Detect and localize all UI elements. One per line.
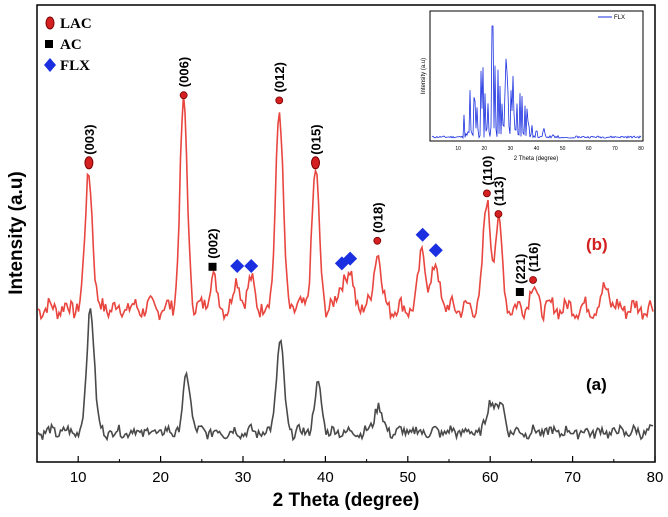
inset-y-axis-label: Intensity (a.u) [421,58,427,94]
lac-marker [179,91,188,100]
legend-ac-label: AC [60,37,82,53]
x-tick-label: 60 [482,469,499,486]
curve-a-line [37,308,654,442]
legend-lac-marker [45,16,55,30]
peak-label: (003) [82,124,97,154]
lac-marker [494,210,503,218]
peak-label: (015) [309,124,324,154]
x-tick-label: 70 [564,469,581,486]
lac-marker [84,156,94,170]
flx-marker [415,227,430,242]
plot-frame [36,4,656,463]
lac-marker [529,276,537,284]
peak-annotations: (003) (006) (002) (012) (015) (018) (110)(113)… [82,57,541,296]
curve-label-a: (a) [586,375,607,394]
inset-curve [431,25,642,140]
inset-spectrum-line [431,25,642,140]
inset-x-tick-label: 50 [560,146,566,152]
y-axis-label: Intensity (a.u) [6,171,27,295]
lac-marker [311,156,321,170]
lac-marker [483,189,491,198]
flx-marker [244,258,259,273]
legend: LAC AC FLX [44,16,92,74]
x-tick-label: 10 [70,469,87,486]
curves [37,94,654,442]
inset-x-tick-label: 10 [455,146,461,152]
peak-label: (110) [480,156,495,186]
inset-x-ticks: 10 20 30 40 50 60 70 80 [455,146,644,152]
lac-marker [275,96,284,105]
ac-marker [515,288,524,296]
inset-x-tick-label: 20 [481,146,487,152]
inset-legend-label: FLX [614,15,625,21]
x-tick-label: 50 [399,469,416,486]
curve-label-b: (b) [586,235,608,254]
peak-label: (006) [177,57,192,87]
inset-frame [429,10,644,142]
legend-flx-marker [44,58,56,72]
inset-x-axis-label: 2 Theta (degree) [514,156,559,162]
x-tick-label: 40 [317,469,334,486]
flx-marker [428,243,443,258]
peak-label: (113) [491,176,506,206]
legend-ac-marker [45,40,53,48]
curve-b-line [37,94,654,323]
lac-marker [373,236,382,245]
flx-marker [230,258,245,273]
inset-x-tick-label: 40 [534,146,540,152]
inset-chart: 10 20 30 40 50 60 70 80 FLX 2 Theta (degree) In… [421,10,644,162]
inset-x-tick-label: 80 [638,146,644,152]
peak-label: (221) [513,254,528,284]
inset-x-tick-label: 70 [612,146,618,152]
flx-marker [343,251,358,266]
inset-x-tick-label: 30 [508,146,514,152]
x-ticks: 10 20 30 40 50 60 70 80 [36,456,664,486]
peak-label: (018) [370,202,385,232]
x-axis-label: 2 Theta (degree) [273,490,420,511]
x-tick-label: 20 [152,469,169,486]
legend-lac-label: LAC [60,16,92,32]
x-tick-label: 30 [235,469,252,486]
legend-flx-label: FLX [60,58,90,74]
peak-label: (002) [206,228,221,258]
x-tick-label: 80 [647,469,664,486]
ac-marker [208,262,217,271]
inset-x-tick-label: 60 [586,146,592,152]
peak-label: (012) [272,62,287,92]
peak-label: (116) [526,242,541,272]
peak-markers [230,227,443,273]
